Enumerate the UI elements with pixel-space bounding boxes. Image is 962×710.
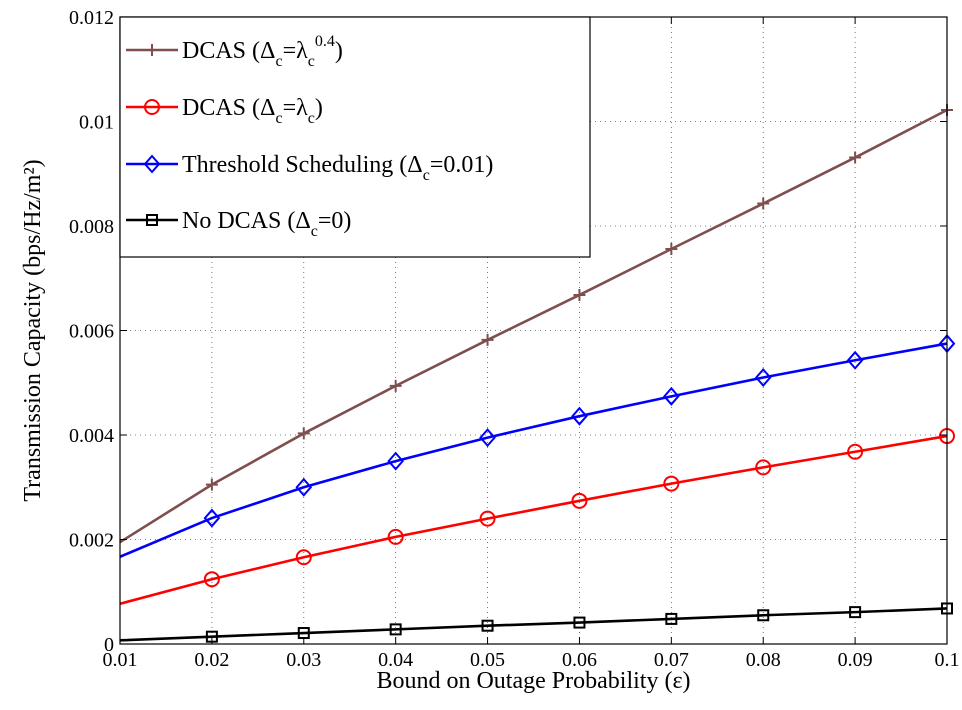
legend-label-part: 0.4 <box>315 33 335 50</box>
legend-label-part: c <box>423 167 430 184</box>
x-tick-label: 0.09 <box>838 649 873 671</box>
data-point <box>389 379 402 392</box>
data-point <box>757 197 770 210</box>
data-point <box>295 549 312 566</box>
legend-box <box>119 16 591 258</box>
legend-label-part: c <box>311 223 318 240</box>
series-2 <box>119 428 955 606</box>
data-point <box>479 428 496 448</box>
y-tick-label: 0.002 <box>69 530 114 552</box>
data-point <box>663 386 680 406</box>
data-point <box>849 606 862 619</box>
series-3 <box>119 334 956 558</box>
data-point <box>573 616 586 629</box>
x-tick-label: 0.02 <box>194 649 229 671</box>
legend-label-part: Threshold Scheduling (Δ <box>182 152 423 178</box>
legend-label-part: ) <box>315 95 323 121</box>
legend-label-part: =0) <box>318 208 352 234</box>
legend: DCAS (Δc=λc0.4)DCAS (Δc=λc)Threshold Sch… <box>119 16 591 258</box>
legend-label-part: =λ <box>283 95 309 121</box>
legend-entry: No DCAS (Δc=0) <box>126 208 351 240</box>
legend-label-part: =λ <box>283 38 309 64</box>
data-point <box>571 492 588 509</box>
data-point <box>479 510 496 527</box>
legend-label-part: DCAS (Δ <box>182 95 275 121</box>
y-tick-label: 0.008 <box>69 216 114 238</box>
legend-entry: DCAS (Δc=λc) <box>126 95 323 127</box>
data-point <box>665 242 678 255</box>
series-line <box>119 108 948 544</box>
data-point <box>755 459 772 476</box>
x-tick-label: 0.06 <box>562 649 597 671</box>
legend-label-part: No DCAS (Δ <box>182 208 311 234</box>
y-tick-label: 0.012 <box>69 7 114 29</box>
legend-label-part: c <box>308 53 315 70</box>
x-tick-label: 0.01 <box>103 649 138 671</box>
data-point <box>295 477 313 497</box>
data-point <box>481 619 494 632</box>
data-point <box>387 451 404 471</box>
legend-label-part: =0.01) <box>430 152 494 178</box>
y-tick-label: 0.004 <box>69 425 114 447</box>
legend-marker <box>146 44 158 56</box>
series-line <box>119 342 948 558</box>
legend-marker <box>143 154 161 174</box>
data-point <box>847 443 864 460</box>
x-tick-label: 0.08 <box>746 649 781 671</box>
x-axis-label: Bound on Outage Probability (ε) <box>376 668 690 694</box>
series-line <box>119 607 948 642</box>
legend-label: No DCAS (Δc=0) <box>182 208 351 240</box>
data-point <box>203 571 220 588</box>
data-point <box>571 406 588 426</box>
y-tick-label: 0.006 <box>69 321 114 343</box>
x-tick-label: 0.05 <box>470 649 505 671</box>
data-point <box>389 623 402 636</box>
legend-label: Threshold Scheduling (Δc=0.01) <box>182 152 493 184</box>
x-tick-label: 0.07 <box>654 649 689 671</box>
data-point <box>573 288 586 301</box>
legend-entry: Threshold Scheduling (Δc=0.01) <box>126 152 493 184</box>
legend-marker <box>146 214 158 226</box>
data-point <box>297 427 310 440</box>
data-point <box>663 475 680 492</box>
series-layer <box>119 104 956 643</box>
data-point <box>203 508 221 528</box>
data-point <box>205 478 218 491</box>
legend-label-part: c <box>308 110 315 127</box>
legend-label-part: c <box>275 53 282 70</box>
data-point <box>757 609 770 622</box>
legend-marker <box>144 99 160 115</box>
legend-label-part: ) <box>335 38 343 64</box>
series-line <box>119 434 948 606</box>
legend-label: DCAS (Δc=λc0.4) <box>182 33 343 70</box>
x-tick-label: 0.03 <box>286 649 321 671</box>
data-point <box>846 350 864 370</box>
y-axis-label: Transmission Capacity (bps/Hz/m²) <box>20 159 46 501</box>
data-point <box>387 528 404 545</box>
data-point <box>754 368 772 388</box>
data-point <box>849 151 862 164</box>
legend-label-part: DCAS (Δ <box>182 38 275 64</box>
axis-ticks: 0.01 0.02 0.03 0.04 0.05 0.06 0.07 0.08 0.09 0.1 0… <box>69 7 960 671</box>
x-tick-label: 0.04 <box>378 649 413 671</box>
data-point <box>481 333 494 346</box>
y-tick-label: 0 <box>104 634 114 656</box>
y-tick-label: 0.01 <box>79 112 114 134</box>
legend-label: DCAS (Δc=λc) <box>182 95 323 127</box>
x-tick-label: 0.1 <box>935 649 960 671</box>
series-4 <box>119 602 953 643</box>
legend-entry: DCAS (Δc=λc0.4) <box>126 33 343 70</box>
data-point <box>665 612 678 625</box>
legend-label-part: c <box>275 110 282 127</box>
